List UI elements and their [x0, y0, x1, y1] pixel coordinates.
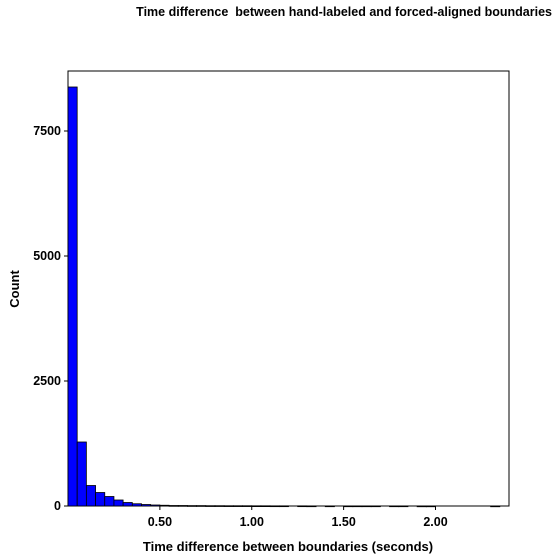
histogram-bar [177, 505, 188, 507]
histogram-bar [343, 505, 354, 508]
y-tick-label: 5000 [33, 249, 61, 263]
histogram-bar [150, 504, 161, 507]
histogram-bar [159, 504, 170, 507]
histogram-bar [251, 505, 262, 507]
histogram-bar [76, 441, 87, 507]
x-axis-title: Time difference between boundaries (seco… [143, 539, 433, 554]
y-tick-label: 0 [54, 499, 61, 513]
histogram-bar [131, 503, 142, 507]
y-axis-ticks: 0 2500 5000 7500 [33, 124, 68, 513]
histogram-bar [260, 505, 271, 507]
histogram-bar [269, 505, 280, 508]
histogram-bar [324, 505, 335, 508]
histogram-bar [67, 86, 78, 507]
y-axis-title: Count [7, 270, 22, 308]
histogram-bar [95, 492, 106, 507]
histogram-bar [122, 502, 133, 507]
histogram-bar [104, 496, 115, 507]
histogram-bar [214, 505, 225, 507]
histogram-bar [352, 505, 363, 508]
histogram-bar [398, 505, 409, 508]
x-axis-ticks: 0.50 1.00 1.50 2.00 [148, 506, 448, 529]
histogram-bar [141, 504, 152, 507]
histogram-bar [113, 499, 124, 507]
histogram-bar [490, 505, 501, 508]
y-tick-label: 2500 [33, 374, 61, 388]
histogram-bar [278, 505, 289, 508]
x-tick-label: 1.50 [331, 515, 355, 529]
histogram-bar [361, 505, 372, 508]
histogram-bar [232, 505, 243, 507]
histogram-bar [370, 505, 381, 508]
histogram-bar [187, 505, 198, 507]
histogram-bar [416, 505, 427, 508]
histogram-bar [205, 505, 216, 507]
histogram-bar [242, 505, 253, 507]
histogram-bar [297, 505, 308, 508]
histogram-bar [196, 505, 207, 507]
x-tick-label: 0.50 [148, 515, 172, 529]
histogram-bar [223, 505, 234, 507]
histogram-bar [389, 505, 400, 508]
x-tick-label: 1.00 [240, 515, 264, 529]
histogram-bar [85, 485, 96, 507]
y-tick-label: 7500 [33, 124, 61, 138]
histogram-bar [306, 505, 317, 508]
histogram-bar [425, 505, 436, 508]
histogram-bars [67, 86, 501, 508]
histogram-bar [168, 505, 179, 507]
x-tick-label: 2.00 [423, 515, 447, 529]
plot-area [67, 70, 510, 507]
chart-title: Time difference between hand-labeled and… [136, 5, 552, 19]
